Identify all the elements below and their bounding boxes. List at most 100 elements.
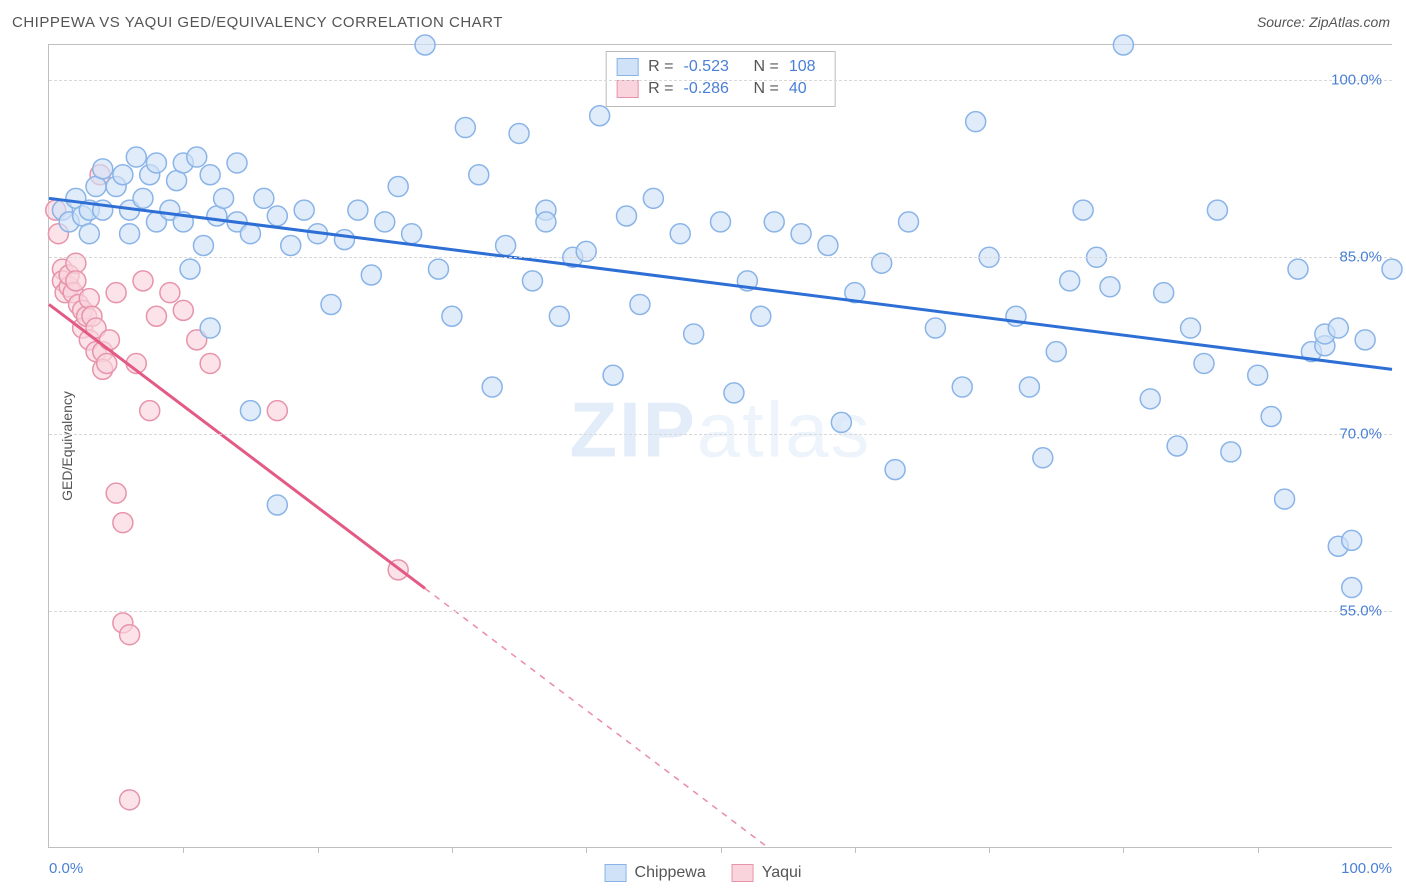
chart-source: Source: ZipAtlas.com <box>1257 14 1390 30</box>
chart-title: CHIPPEWA VS YAQUI GED/EQUIVALENCY CORREL… <box>12 14 503 31</box>
chippewa-point <box>93 159 113 179</box>
chippewa-point <box>388 177 408 197</box>
chippewa-point <box>1342 530 1362 550</box>
chippewa-point <box>187 147 207 167</box>
chippewa-point <box>79 224 99 244</box>
chippewa-point <box>751 306 771 326</box>
chippewa-point <box>1100 277 1120 297</box>
chippewa-point <box>576 241 596 261</box>
chippewa-point <box>267 206 287 226</box>
chippewa-point <box>415 35 435 55</box>
gridline-h <box>49 257 1392 258</box>
chippewa-point <box>1261 407 1281 427</box>
chippewa-point <box>1248 365 1268 385</box>
yaqui-point <box>106 483 126 503</box>
legend-swatch <box>605 864 627 882</box>
legend-item: Yaqui <box>732 864 802 882</box>
chippewa-point <box>200 318 220 338</box>
scatter-svg <box>49 45 1392 847</box>
chippewa-point <box>549 306 569 326</box>
yaqui-point <box>200 353 220 373</box>
chippewa-point <box>872 253 892 273</box>
chippewa-point <box>1073 200 1093 220</box>
chippewa-point <box>361 265 381 285</box>
chippewa-point <box>670 224 690 244</box>
chippewa-point <box>1113 35 1133 55</box>
chippewa-point <box>146 153 166 173</box>
chippewa-point <box>1355 330 1375 350</box>
stat-n-value: 40 <box>789 80 825 98</box>
x-minor-tick <box>183 847 184 853</box>
stat-n-value: 108 <box>789 58 825 76</box>
chippewa-point <box>925 318 945 338</box>
chippewa-point <box>402 224 422 244</box>
chippewa-point <box>818 236 838 256</box>
chippewa-point <box>684 324 704 344</box>
chippewa-point <box>536 212 556 232</box>
yaqui-point <box>133 271 153 291</box>
legend-label: Chippewa <box>635 864 706 882</box>
chippewa-point <box>603 365 623 385</box>
stat-r-value: -0.286 <box>684 80 744 98</box>
chippewa-point <box>133 188 153 208</box>
chippewa-point <box>113 165 133 185</box>
chippewa-point <box>254 188 274 208</box>
yaqui-point <box>79 289 99 309</box>
chart-header: CHIPPEWA VS YAQUI GED/EQUIVALENCY CORREL… <box>0 0 1406 44</box>
chippewa-point <box>334 230 354 250</box>
chippewa-point <box>428 259 448 279</box>
chippewa-point <box>126 147 146 167</box>
yaqui-point <box>173 300 193 320</box>
chippewa-point <box>496 236 516 256</box>
x-tick-min: 0.0% <box>49 860 83 877</box>
yaqui-point <box>106 283 126 303</box>
legend: Chippewa Yaqui <box>605 864 802 882</box>
chippewa-point <box>1033 448 1053 468</box>
x-minor-tick <box>721 847 722 853</box>
chippewa-point <box>590 106 610 126</box>
chippewa-point <box>1382 259 1402 279</box>
gridline-h <box>49 611 1392 612</box>
stat-n-label: N = <box>754 58 779 76</box>
chippewa-point <box>281 236 301 256</box>
y-tick-label: 70.0% <box>1339 426 1382 443</box>
x-minor-tick <box>1123 847 1124 853</box>
x-minor-tick <box>452 847 453 853</box>
chippewa-point <box>791 224 811 244</box>
correlation-stats-box: R =-0.523N =108R =-0.286N =40 <box>605 51 836 107</box>
chippewa-point <box>1194 353 1214 373</box>
chippewa-point <box>1060 271 1080 291</box>
stat-r-label: R = <box>648 58 673 76</box>
yaqui-trendline <box>49 304 425 588</box>
stat-row: R =-0.523N =108 <box>616 56 825 78</box>
chippewa-point <box>1221 442 1241 462</box>
chippewa-point <box>1275 489 1295 509</box>
stat-swatch <box>616 58 638 76</box>
chippewa-point <box>616 206 636 226</box>
stat-swatch <box>616 80 638 98</box>
chippewa-point <box>193 236 213 256</box>
chippewa-point <box>1019 377 1039 397</box>
chippewa-point <box>643 188 663 208</box>
y-tick-label: 55.0% <box>1339 603 1382 620</box>
chippewa-point <box>294 200 314 220</box>
chippewa-point <box>885 460 905 480</box>
y-tick-label: 100.0% <box>1331 72 1382 89</box>
yaqui-point <box>160 283 180 303</box>
chippewa-point <box>240 401 260 421</box>
chippewa-point <box>831 412 851 432</box>
chippewa-point <box>240 224 260 244</box>
yaqui-point <box>146 306 166 326</box>
chippewa-point <box>120 224 140 244</box>
chippewa-point <box>1207 200 1227 220</box>
chippewa-point <box>952 377 972 397</box>
chippewa-point <box>1288 259 1308 279</box>
chippewa-point <box>375 212 395 232</box>
chippewa-point <box>1181 318 1201 338</box>
x-minor-tick <box>989 847 990 853</box>
chippewa-point <box>442 306 462 326</box>
chippewa-point <box>522 271 542 291</box>
chippewa-point <box>469 165 489 185</box>
chippewa-point <box>1342 578 1362 598</box>
chippewa-point <box>267 495 287 515</box>
